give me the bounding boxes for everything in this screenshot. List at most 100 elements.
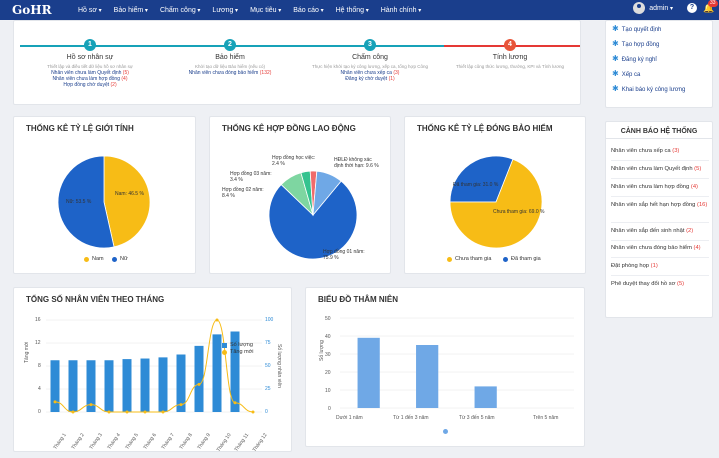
menu-bao-hiem[interactable]: Bảo hiểm bbox=[114, 7, 148, 14]
legend-item-tang-moi[interactable]: Tăng mới bbox=[222, 349, 253, 355]
alert-item[interactable]: Phê duyệt thay đổi hồ sơ (5) bbox=[611, 281, 685, 287]
legend-item-chua-tham-gia[interactable]: Chưa tham gia bbox=[447, 256, 491, 262]
pie-label-hd-03-nam: Hợp đồng 03 năm: 3.4 % bbox=[230, 171, 272, 183]
y-tick: 10 bbox=[325, 388, 331, 394]
bar-so-luong[interactable] bbox=[50, 360, 60, 412]
step-desc: Khởi tạo dữ liệu Bảo hiểm (nếu có) bbox=[194, 64, 265, 69]
step-link[interactable]: Nhân viên chưa đóng bảo hiểm (132) bbox=[188, 70, 272, 76]
point-tang-moi[interactable] bbox=[197, 382, 201, 386]
chart-title: THỐNG KÊ HỢP ĐỒNG LAO ĐỘNG bbox=[222, 124, 356, 133]
point-tang-moi[interactable] bbox=[215, 318, 219, 322]
bar-tham-nien[interactable] bbox=[416, 345, 439, 408]
point-tang-moi[interactable] bbox=[233, 401, 237, 405]
help-icon[interactable]: ? bbox=[687, 3, 697, 13]
menu-cham-cong[interactable]: Chấm công bbox=[160, 7, 200, 14]
quick-dang-ky-nghi[interactable]: ✱ Đăng ký nghỉ bbox=[612, 54, 657, 63]
point-tang-moi[interactable] bbox=[179, 403, 183, 407]
system-alerts-panel: CẢNH BÁO HỆ THỐNG Nhân viên chưa xếp ca … bbox=[605, 121, 713, 318]
insurance-pie-chart bbox=[449, 155, 543, 249]
bar-tham-nien[interactable] bbox=[474, 386, 497, 408]
bar-so-luong[interactable] bbox=[176, 354, 186, 413]
legend-item-so-luong[interactable]: Số lượng bbox=[222, 342, 253, 348]
pie-label-nam: Nam: 46.5 % bbox=[115, 191, 144, 197]
step-link[interactable]: Đăng ký chờ duyệt (1) bbox=[345, 76, 395, 82]
step-link[interactable]: Nhân viên chưa xếp ca (3) bbox=[340, 70, 400, 76]
y-tick: 12 bbox=[35, 340, 41, 346]
pie-slice-nam[interactable] bbox=[103, 155, 151, 248]
chart-title: BIỂU ĐỒ THÂM NIÊN bbox=[318, 295, 398, 304]
pie-slice-hd-01-nam[interactable] bbox=[268, 180, 358, 260]
legend-item-da-tham-gia[interactable]: Đã tham gia bbox=[503, 256, 541, 262]
quick-xep-ca[interactable]: ✱ Xếp ca bbox=[612, 69, 641, 78]
step-tinh-luong[interactable]: 4 Tính lương Thiết lập công thức lương, … bbox=[440, 39, 580, 70]
step-number: 4 bbox=[504, 39, 516, 51]
bar-so-luong[interactable] bbox=[68, 360, 78, 412]
divider bbox=[611, 160, 709, 161]
star-icon: ✱ bbox=[612, 54, 619, 63]
step-link[interactable]: Nhân viên chưa làm hợp đồng (4) bbox=[52, 76, 128, 82]
alert-item[interactable]: Nhân viên chưa làm hợp đồng (4) bbox=[611, 184, 698, 190]
alert-item[interactable]: Nhân viên sắp hết hạn hợp đồng (16) bbox=[611, 202, 708, 208]
x-tick: Trên 5 năm bbox=[533, 415, 559, 421]
bar-so-luong[interactable] bbox=[104, 360, 114, 412]
pie-slice-da-tham-gia[interactable] bbox=[449, 155, 514, 203]
menu-luong[interactable]: Lương bbox=[212, 7, 238, 14]
quick-tao-hop-dong[interactable]: ✱ Tạo hợp đồng bbox=[612, 39, 660, 48]
point-tang-moi[interactable] bbox=[71, 410, 75, 414]
alert-item[interactable]: Nhân viên sắp đến sinh nhật (2) bbox=[611, 228, 694, 234]
quick-actions-panel: ✱ Tạo quyết định ✱ Tạo hợp đồng ✱ Đăng ký n… bbox=[605, 20, 713, 108]
pie-slice-chua-tham-gia[interactable] bbox=[449, 158, 543, 249]
x-tick: Dưới 1 năm bbox=[336, 415, 363, 421]
y-tick: 0 bbox=[38, 409, 41, 415]
menu-hanh-chinh[interactable]: Hành chính bbox=[381, 7, 422, 14]
divider bbox=[611, 196, 709, 197]
menu-ho-so[interactable]: Hồ sơ bbox=[78, 7, 102, 14]
step-link[interactable]: Hợp đồng chờ duyệt (2) bbox=[63, 82, 117, 88]
bar-so-luong[interactable] bbox=[230, 331, 240, 413]
divider bbox=[611, 222, 709, 223]
point-tang-moi[interactable] bbox=[125, 410, 129, 414]
employees-month-chart-card: TỔNG SỐ NHÂN VIÊN THEO THÁNG Tăng mới Số… bbox=[13, 287, 292, 453]
point-tang-moi[interactable] bbox=[53, 400, 57, 404]
bar-so-luong[interactable] bbox=[86, 360, 96, 412]
bar-tham-nien[interactable] bbox=[357, 337, 380, 408]
pie-label-hdld-khong-thoi-han: HĐLĐ không xác định thời hạn: 9.6 % bbox=[334, 157, 379, 169]
step-ho-so[interactable]: 1 Hồ sơ nhân sự Thiết lập và điều tiết d… bbox=[20, 39, 160, 88]
step-bao-hiem[interactable]: 2 Bảo hiểm Khởi tạo dữ liệu Bảo hiểm (nế… bbox=[160, 39, 300, 76]
quick-khai-bao-ky-cong[interactable]: ✱ Khai báo ký công lương bbox=[612, 84, 686, 93]
user-avatar-icon[interactable] bbox=[633, 2, 646, 14]
step-link[interactable]: Nhân viên chưa làm Quyết định (5) bbox=[51, 70, 129, 76]
y-axis-label-right: Số lượng nhân viên bbox=[276, 344, 282, 388]
bar-so-luong[interactable] bbox=[194, 345, 204, 412]
menu-he-thong[interactable]: Hệ thống bbox=[336, 7, 369, 14]
point-tang-moi[interactable] bbox=[251, 410, 255, 414]
app-logo[interactable]: GoHR bbox=[12, 3, 52, 17]
alert-item[interactable]: Nhân viên chưa xếp ca (3) bbox=[611, 148, 680, 154]
legend-item-nam[interactable]: Nam bbox=[84, 256, 104, 262]
bar-so-luong[interactable] bbox=[140, 358, 150, 412]
notification-bell-icon[interactable]: 🔔 33 bbox=[703, 0, 718, 13]
alert-item[interactable]: Nhân viên chưa đóng bảo hiểm (4) bbox=[611, 245, 701, 251]
point-tang-moi[interactable] bbox=[89, 403, 93, 407]
bar-so-luong[interactable] bbox=[158, 357, 168, 412]
point-tang-moi[interactable] bbox=[107, 410, 111, 414]
pie-slice-nu[interactable] bbox=[57, 155, 115, 249]
bar-so-luong[interactable] bbox=[212, 334, 222, 412]
point-tang-moi[interactable] bbox=[161, 410, 165, 414]
y-tick: 50 bbox=[325, 316, 331, 322]
step-cham-cong[interactable]: 3 Chấm công Thực hiện khởi tạo ký công l… bbox=[300, 39, 440, 82]
user-menu[interactable]: admin bbox=[649, 5, 673, 12]
pie-label-nu: Nữ: 53.5 % bbox=[66, 199, 92, 205]
alert-item[interactable]: Đặt phòng họp (1) bbox=[611, 263, 658, 269]
pie-slice-hdld-khong-thoi-han[interactable] bbox=[312, 170, 342, 217]
pagination-dot[interactable] bbox=[443, 429, 448, 434]
point-tang-moi[interactable] bbox=[143, 410, 147, 414]
bar-so-luong[interactable] bbox=[122, 359, 132, 412]
alert-item[interactable]: Nhân viên chưa làm Quyết định (5) bbox=[611, 166, 702, 172]
quick-tao-quyet-dinh[interactable]: ✱ Tạo quyết định bbox=[612, 24, 662, 33]
pie-label-da-tham-gia: Đã tham gia: 31.0 % bbox=[453, 182, 499, 188]
legend-item-nu[interactable]: Nữ bbox=[112, 256, 128, 262]
menu-muc-tieu[interactable]: Mục tiêu bbox=[250, 7, 281, 14]
menu-bao-cao[interactable]: Báo cáo bbox=[293, 7, 323, 14]
nav-right: admin ? 🔔33 bbox=[633, 0, 718, 14]
